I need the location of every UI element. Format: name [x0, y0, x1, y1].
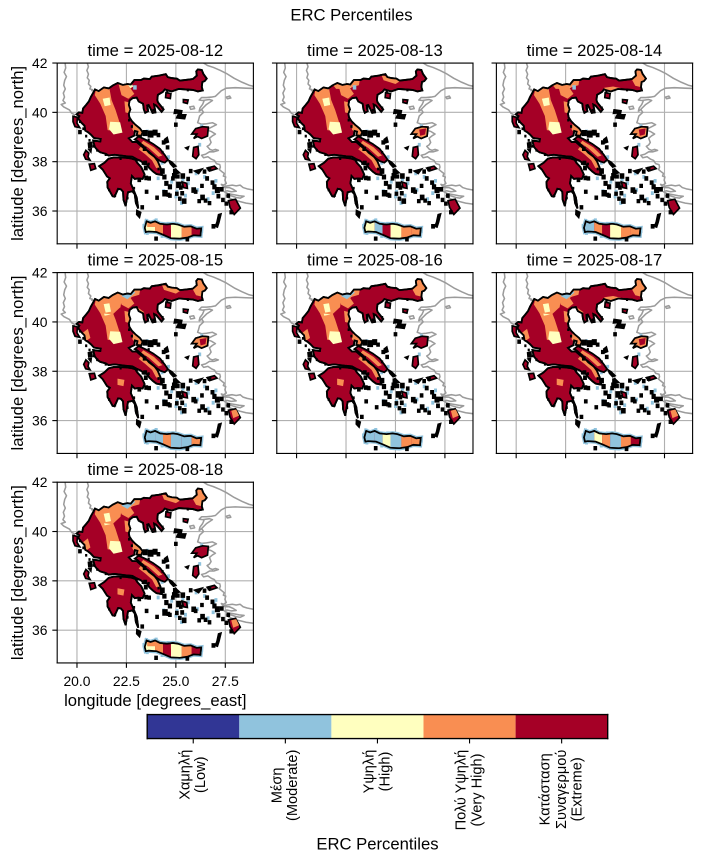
svg-text:latitude [degrees_north]: latitude [degrees_north]: [8, 485, 27, 660]
svg-text:36: 36: [32, 203, 48, 219]
svg-text:Χαμηλή: Χαμηλή: [177, 750, 193, 800]
svg-text:36: 36: [32, 622, 48, 638]
svg-text:ERC Percentiles: ERC Percentiles: [316, 834, 438, 853]
svg-text:40: 40: [32, 314, 48, 330]
svg-text:(Extreme): (Extreme): [570, 757, 586, 821]
svg-text:40: 40: [32, 104, 48, 120]
svg-text:Πολύ Υψηλή: Πολύ Υψηλή: [454, 750, 470, 831]
svg-text:(Moderate): (Moderate): [285, 750, 301, 821]
svg-text:36: 36: [32, 413, 48, 429]
svg-text:(High): (High): [377, 752, 393, 792]
svg-text:20.0: 20.0: [63, 673, 90, 689]
svg-text:25.0: 25.0: [162, 673, 189, 689]
svg-text:latitude [degrees_north]: latitude [degrees_north]: [8, 66, 27, 241]
svg-text:38: 38: [32, 573, 48, 589]
svg-text:42: 42: [32, 55, 48, 71]
svg-text:38: 38: [32, 154, 48, 170]
svg-text:Υψηλή: Υψηλή: [362, 750, 378, 794]
svg-text:time = 2025-08-14: time = 2025-08-14: [527, 41, 663, 60]
svg-text:latitude [degrees_north]: latitude [degrees_north]: [8, 275, 27, 450]
svg-text:time = 2025-08-13: time = 2025-08-13: [307, 41, 443, 60]
svg-text:40: 40: [32, 524, 48, 540]
svg-text:time = 2025-08-15: time = 2025-08-15: [87, 251, 223, 270]
svg-text:(Very High): (Very High): [469, 754, 485, 827]
svg-text:38: 38: [32, 363, 48, 379]
svg-text:Κατάσταση: Κατάσταση: [538, 753, 554, 825]
svg-text:longitude [degrees_east]: longitude [degrees_east]: [64, 691, 246, 710]
svg-text:Μέση: Μέση: [269, 767, 285, 803]
svg-text:time = 2025-08-16: time = 2025-08-16: [307, 251, 443, 270]
svg-text:time = 2025-08-18: time = 2025-08-18: [87, 460, 223, 479]
svg-text:ERC Percentiles: ERC Percentiles: [290, 5, 412, 24]
svg-text:time = 2025-08-17: time = 2025-08-17: [527, 251, 663, 270]
svg-text:(Low): (Low): [193, 756, 209, 792]
svg-text:time = 2025-08-12: time = 2025-08-12: [87, 41, 223, 60]
svg-text:22.5: 22.5: [113, 673, 140, 689]
svg-text:Συναγερμού: Συναγερμού: [554, 750, 570, 829]
svg-text:42: 42: [32, 265, 48, 281]
svg-text:27.5: 27.5: [212, 673, 239, 689]
svg-text:42: 42: [32, 474, 48, 490]
